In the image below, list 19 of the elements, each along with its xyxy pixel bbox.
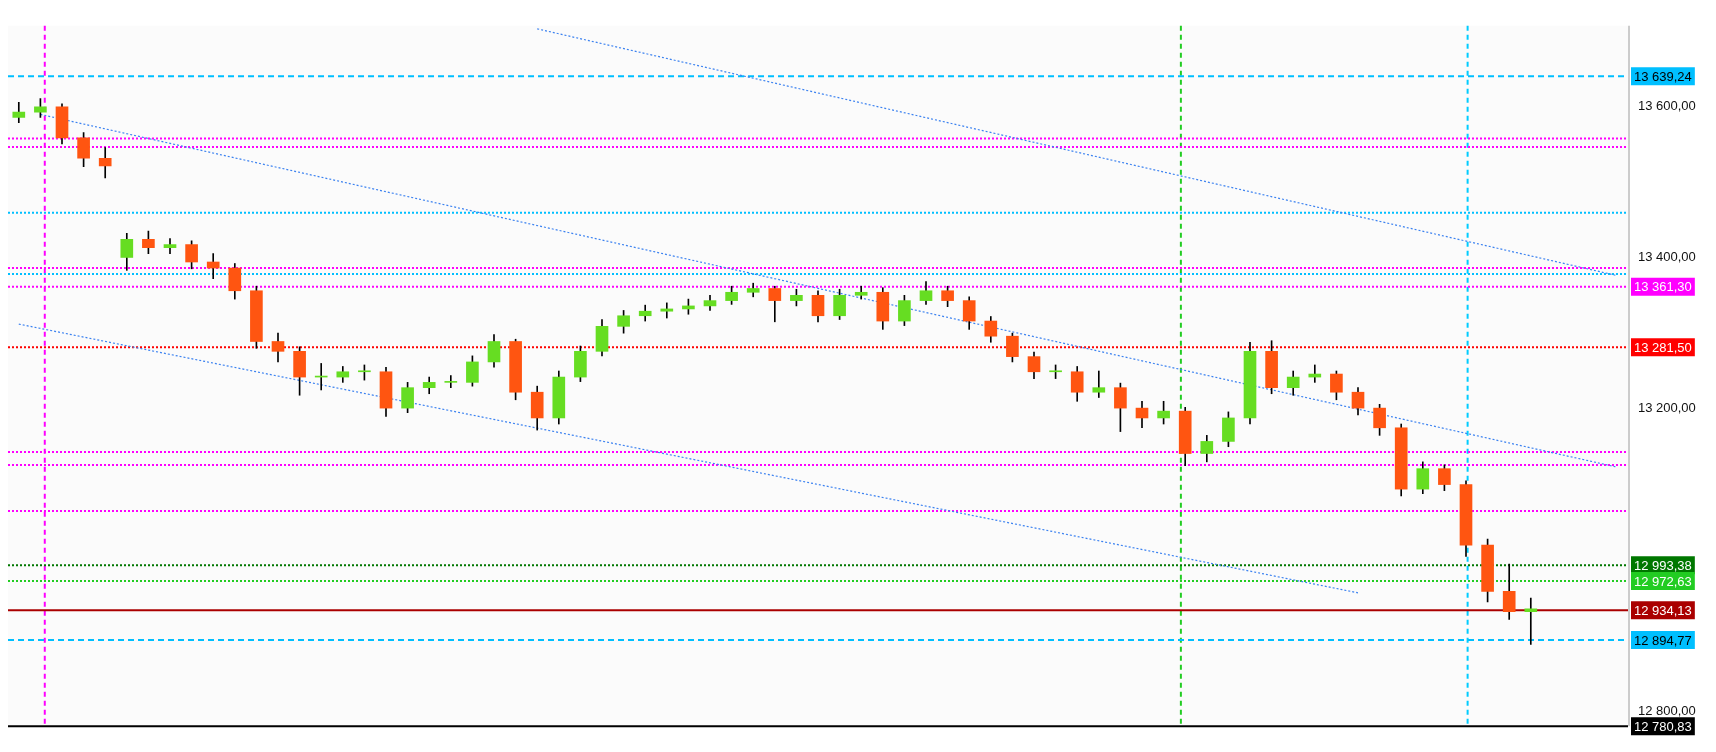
candlestick <box>163 238 177 254</box>
candlestick <box>98 147 112 179</box>
ref-line-label: 12 780,83 <box>1634 718 1692 734</box>
candlestick <box>206 253 220 279</box>
y-tick-label: 13 200,00 <box>1638 400 1696 416</box>
ref-line-label: 12 993,38 <box>1634 557 1692 573</box>
ref-line-label: 13 361,30 <box>1634 279 1692 295</box>
ref-line-label: 12 934,13 <box>1634 602 1692 618</box>
candlestick <box>1092 370 1106 398</box>
y-tick-label: 13 600,00 <box>1638 97 1696 113</box>
ref-line-label: 13 281,50 <box>1634 339 1692 355</box>
candlestick <box>660 302 674 319</box>
candlestick <box>444 375 458 388</box>
ref-line-label: 13 639,24 <box>1634 68 1692 84</box>
y-tick-label: 13 400,00 <box>1638 249 1696 265</box>
ref-line-label: 12 894,77 <box>1634 632 1692 648</box>
ref-line-label: 12 972,63 <box>1634 573 1692 589</box>
candlestick <box>1524 597 1538 645</box>
y-tick-label: 12 800,00 <box>1638 703 1696 719</box>
